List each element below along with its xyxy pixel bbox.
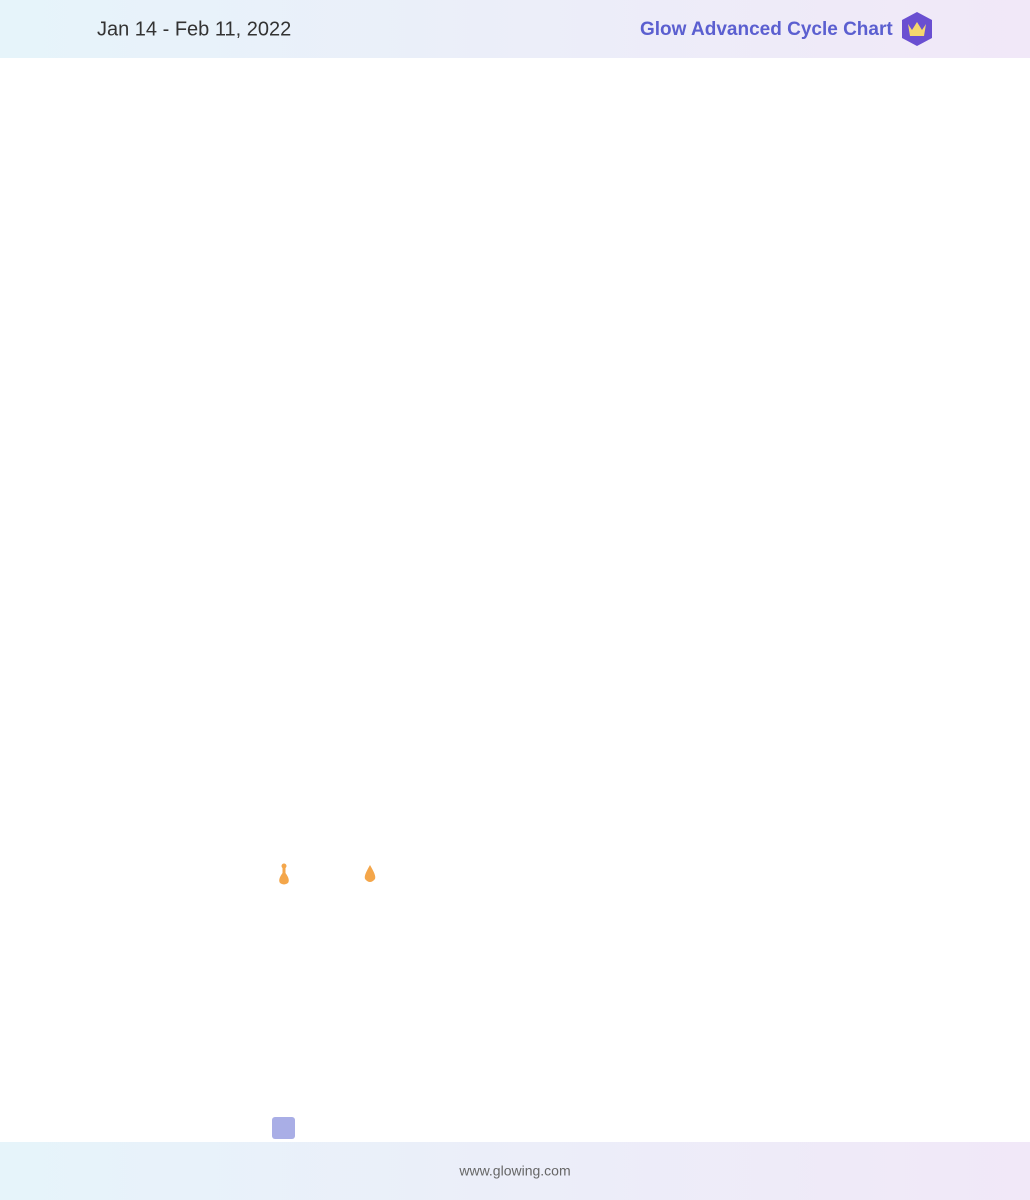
brand-icon: [902, 12, 932, 46]
footer-link: www.glowing.com: [458, 1163, 570, 1179]
cm-icon: [364, 865, 376, 882]
title-bar: [0, 0, 1030, 58]
header-band: [0, 58, 1030, 97]
footer-bar: [0, 1142, 1030, 1200]
cm-icon: [279, 863, 289, 885]
appetite-icon: [272, 1117, 295, 1139]
chart-title: Jan 14 - Feb 11, 2022: [97, 18, 291, 40]
brand: Glow Advanced Cycle Chart: [640, 19, 893, 40]
